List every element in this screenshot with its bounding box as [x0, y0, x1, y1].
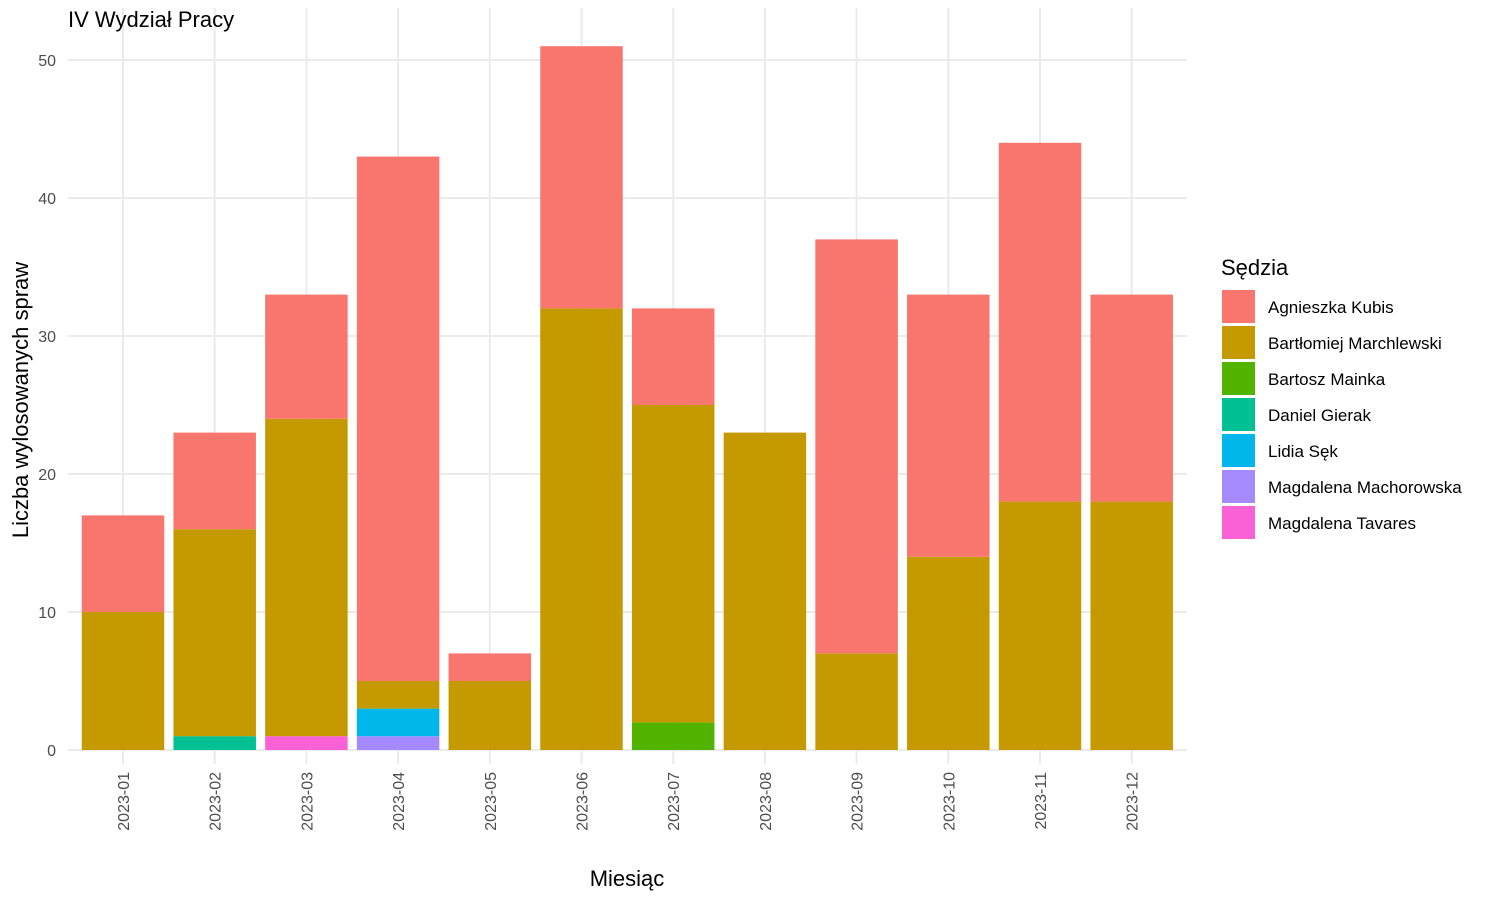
- x-tick-label: 2023-04: [391, 772, 408, 831]
- legend-label: Magdalena Machorowska: [1268, 478, 1462, 497]
- x-tick-label: 2023-10: [941, 772, 958, 831]
- x-tick-label: 2023-07: [666, 772, 683, 831]
- bar-segment: [631, 405, 715, 723]
- x-axis-ticks: 2023-01 2023-02 2023-03 2023-04 2023-05 2023-…: [116, 772, 1142, 831]
- legend-swatch: [1222, 470, 1255, 503]
- legend-label: Bartosz Mainka: [1268, 370, 1386, 389]
- legend-items: Agnieszka Kubis Bartłomiej Marchlewski Bar…: [1222, 290, 1462, 539]
- x-tick-label: 2023-03: [299, 772, 316, 831]
- bar-segment: [998, 501, 1082, 750]
- bar-segment: [265, 294, 348, 419]
- bar-segment: [356, 156, 440, 682]
- bar-segment: [815, 239, 898, 654]
- legend-swatch: [1222, 362, 1255, 395]
- y-tick-label: 40: [38, 191, 56, 208]
- legend-swatch: [1222, 434, 1255, 467]
- legend-label: Agnieszka Kubis: [1268, 298, 1394, 317]
- bar-segment: [448, 653, 532, 681]
- bar-segment: [998, 142, 1082, 502]
- y-tick-label: 0: [47, 743, 56, 760]
- chart-title: IV Wydział Pracy: [68, 7, 234, 32]
- legend-label: Magdalena Tavares: [1268, 514, 1416, 533]
- x-axis-title: Miesiąc: [590, 866, 665, 891]
- x-tick-label: 2023-09: [850, 772, 867, 831]
- y-axis-title: Liczba wylosowanych spraw: [8, 262, 33, 538]
- bar-segment: [173, 432, 256, 530]
- bar-segment: [540, 46, 623, 309]
- bar-segment: [631, 308, 715, 405]
- legend-swatch: [1222, 290, 1255, 323]
- legend: Sędzia Agnieszka Kubis Bartłomiej Marchle…: [1221, 255, 1462, 539]
- bar-segment: [540, 308, 623, 750]
- legend-swatch: [1222, 506, 1255, 539]
- x-tick-label: 2023-06: [575, 772, 592, 831]
- x-tick-label: 2023-05: [483, 772, 500, 831]
- y-tick-label: 50: [38, 53, 56, 70]
- legend-swatch: [1222, 326, 1255, 359]
- bar-segment: [173, 529, 256, 737]
- bar-segment: [173, 736, 256, 750]
- bar-segment: [356, 708, 440, 737]
- x-tick-label: 2023-08: [758, 772, 775, 831]
- bar-segment: [1090, 501, 1173, 750]
- legend-swatch: [1222, 398, 1255, 431]
- x-tick-label: 2023-12: [1125, 772, 1142, 831]
- bar-segment: [723, 432, 807, 750]
- y-tick-label: 30: [38, 329, 56, 346]
- bar-segment: [356, 681, 440, 709]
- y-tick-label: 20: [38, 467, 56, 484]
- legend-label: Daniel Gierak: [1268, 406, 1371, 425]
- bar-segment: [448, 681, 532, 750]
- bar-segment: [356, 736, 440, 750]
- bar-segment: [81, 612, 165, 750]
- legend-label: Bartłomiej Marchlewski: [1268, 334, 1442, 353]
- bar-segment: [815, 653, 898, 750]
- bar-segment: [265, 418, 348, 737]
- legend-title: Sędzia: [1221, 255, 1289, 280]
- bar-segment: [1090, 294, 1173, 502]
- bar-segment: [631, 722, 715, 750]
- x-tick-label: 2023-11: [1033, 772, 1050, 830]
- x-tick-label: 2023-01: [116, 772, 133, 831]
- bars-layer: [81, 46, 1173, 750]
- bar-segment: [907, 556, 990, 750]
- x-tick-label: 2023-02: [208, 772, 225, 831]
- bar-segment: [81, 515, 165, 612]
- bar-segment: [265, 736, 348, 750]
- bar-segment: [907, 294, 990, 557]
- y-axis-ticks: 0 10 20 30 40 50: [38, 53, 56, 760]
- legend-label: Lidia Sęk: [1268, 442, 1338, 461]
- y-tick-label: 10: [38, 605, 56, 622]
